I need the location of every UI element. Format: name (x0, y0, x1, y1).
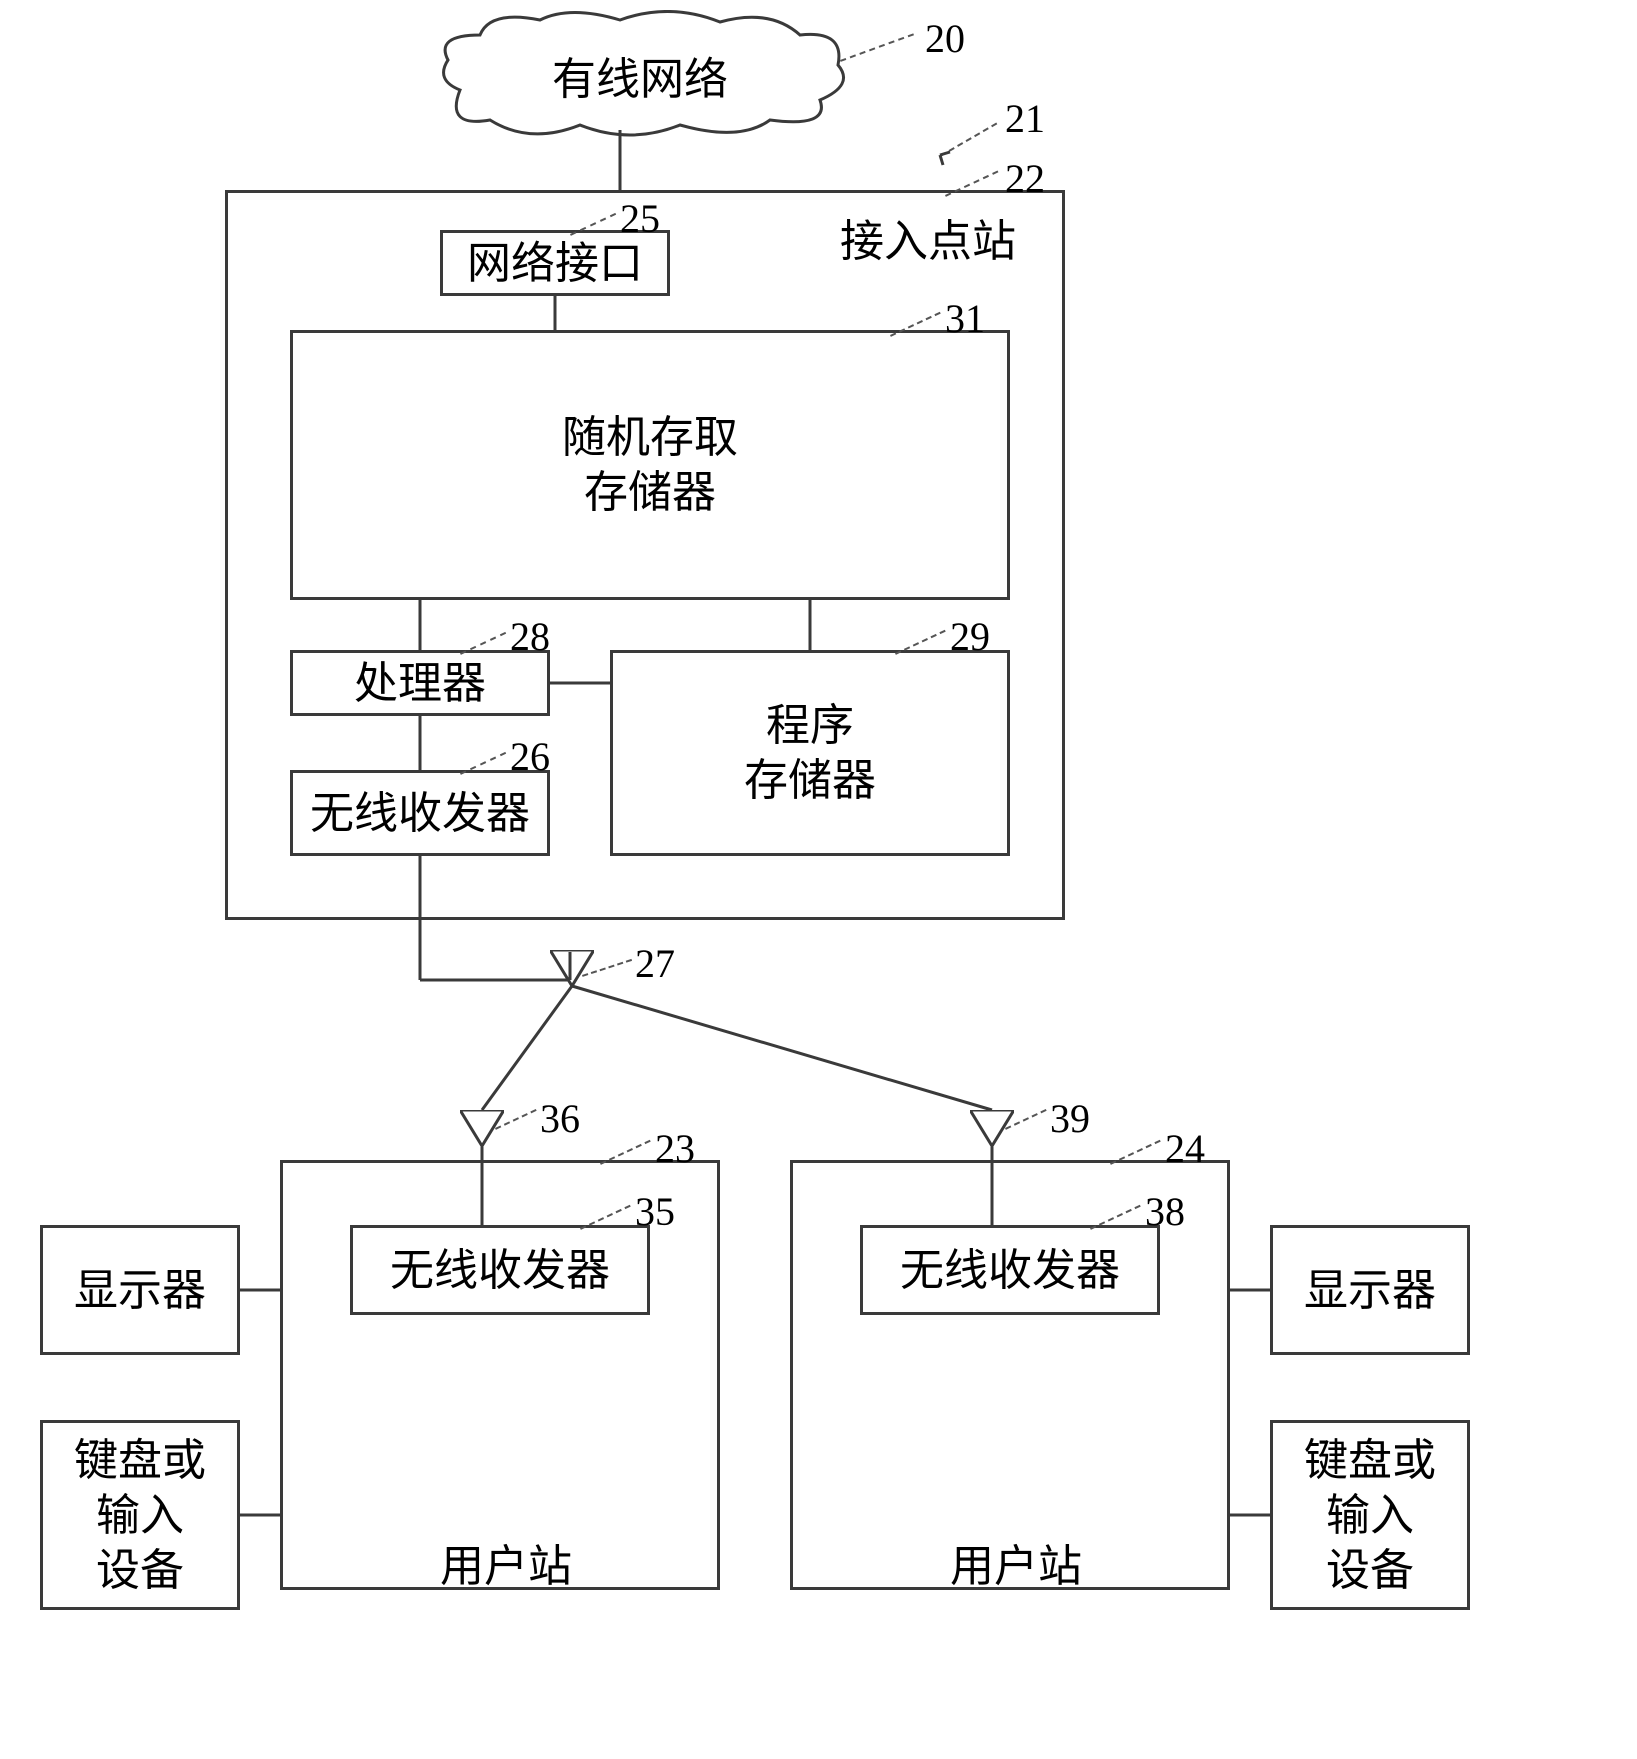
ref-31: 31 (945, 295, 985, 342)
u1-keyboard: 键盘或 输入 设备 (40, 1420, 240, 1610)
u2-display-label: 显示器 (1304, 1263, 1436, 1318)
ref-22: 22 (1005, 155, 1045, 202)
ap-title: 接入点站 (840, 205, 1016, 269)
ap-ram: 随机存取 存储器 (290, 330, 1010, 600)
ap-net-if-label: 网络接口 (467, 236, 643, 291)
ap-antenna-icon (550, 950, 594, 986)
u1-display-label: 显示器 (74, 1263, 206, 1318)
ap-progmem: 程序 存储器 (610, 650, 1010, 856)
u2-display: 显示器 (1270, 1225, 1470, 1355)
ref-36: 36 (540, 1095, 580, 1142)
ref-23: 23 (655, 1125, 695, 1172)
cloud-wired-network: 有线网络 (430, 10, 850, 140)
ref-38: 38 (1145, 1188, 1185, 1235)
ap-radio: 无线收发器 (290, 770, 550, 856)
u2-keyboard-label: 键盘或 输入 设备 (1304, 1433, 1436, 1598)
ref-35: 35 (635, 1188, 675, 1235)
u2-radio: 无线收发器 (860, 1225, 1160, 1315)
leader-20 (840, 33, 914, 62)
u2-radio-label: 无线收发器 (900, 1243, 1120, 1298)
u2-title: 用户站 (950, 1530, 1082, 1594)
ref-25: 25 (620, 195, 660, 242)
u1-radio-label: 无线收发器 (390, 1243, 610, 1298)
ref-39: 39 (1050, 1095, 1090, 1142)
cloud-label: 有线网络 (430, 10, 850, 140)
u1-keyboard-label: 键盘或 输入 设备 (74, 1433, 206, 1598)
ref-28: 28 (510, 613, 550, 660)
ref-29: 29 (950, 613, 990, 660)
ap-progmem-label: 程序 存储器 (744, 698, 876, 808)
u1-radio: 无线收发器 (350, 1225, 650, 1315)
leader-21 (940, 123, 997, 157)
ref-24: 24 (1165, 1125, 1205, 1172)
u2-keyboard: 键盘或 输入 设备 (1270, 1420, 1470, 1610)
ref-20: 20 (925, 15, 965, 62)
ref-26: 26 (510, 733, 550, 780)
ap-radio-label: 无线收发器 (310, 786, 530, 841)
ap-cpu-label: 处理器 (354, 656, 486, 711)
ref-27: 27 (635, 940, 675, 987)
ref-21: 21 (1005, 95, 1045, 142)
u1-display: 显示器 (40, 1225, 240, 1355)
u1-title: 用户站 (440, 1530, 572, 1594)
ap-ram-label: 随机存取 存储器 (562, 410, 738, 520)
